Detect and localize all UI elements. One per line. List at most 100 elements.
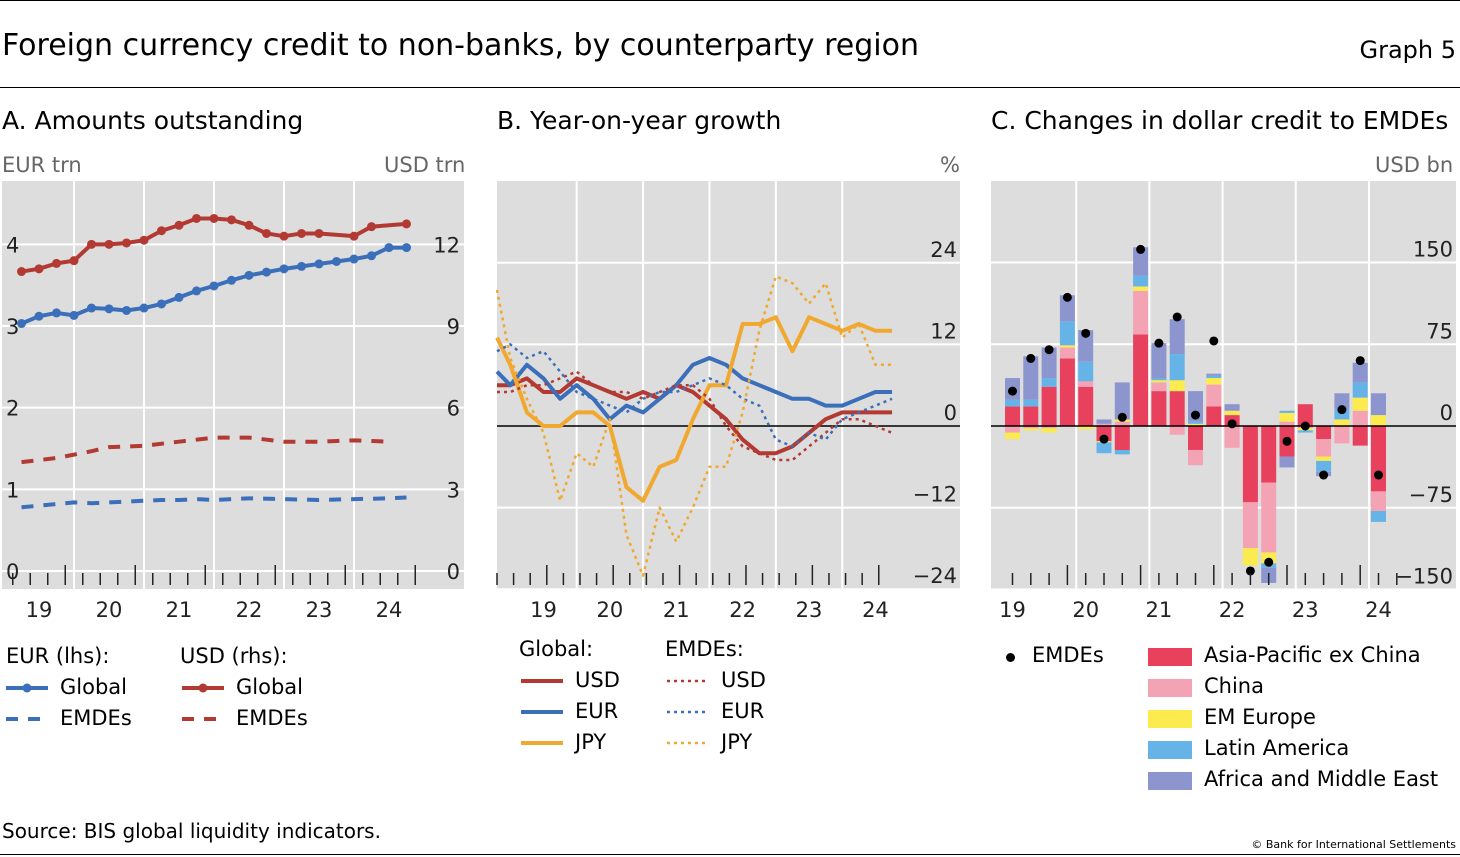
- legend-label: Asia-Pacific ex China: [1204, 643, 1421, 667]
- legend-swatch: [667, 741, 709, 745]
- panel-c-chart: −150 −75 0 75 150 19 20 21 22 23 24: [991, 181, 1456, 622]
- data-point: [262, 228, 271, 238]
- legend-label: JPY: [575, 730, 607, 754]
- data-point: [384, 243, 394, 253]
- y-tick-label: 24: [930, 238, 957, 262]
- legend-header: EMDEs:: [665, 637, 744, 661]
- bar-segment: [1188, 426, 1203, 450]
- data-point: [262, 267, 271, 277]
- bar-segment: [1279, 412, 1295, 422]
- y-right-tick-label: 12: [433, 233, 460, 257]
- bar-segment: [1096, 419, 1112, 424]
- bar-segment: [1041, 426, 1057, 429]
- bar-segment: [1133, 286, 1149, 291]
- panel-b-title: B. Year-on-year growth: [497, 106, 782, 135]
- legend-header: EUR (lhs):: [6, 644, 110, 668]
- x-tick-label: 21: [1146, 598, 1173, 622]
- data-point: [367, 251, 376, 261]
- x-tick-label: 21: [166, 598, 193, 622]
- legend-label: Global: [60, 675, 127, 699]
- bar-segment: [1041, 347, 1057, 379]
- data-point: [104, 239, 114, 249]
- legend-swatch: [6, 683, 48, 693]
- emdes-dot: [1191, 410, 1200, 420]
- legend-swatch: [1148, 648, 1192, 666]
- bar-segment: [1188, 421, 1203, 424]
- bar-segment: [1316, 456, 1332, 461]
- data-point: [402, 243, 411, 253]
- legend-label: Latin America: [1204, 736, 1350, 760]
- bar-segment: [1041, 428, 1057, 433]
- x-tick-label: 24: [862, 598, 889, 622]
- emdes-dot: [1355, 356, 1365, 366]
- bar-segment: [1297, 430, 1313, 433]
- emdes-dot: [1209, 336, 1219, 346]
- data-point: [157, 226, 166, 236]
- panel-a-left-unit: EUR trn: [2, 153, 82, 177]
- bar-segment: [1206, 406, 1222, 426]
- data-point: [139, 235, 149, 245]
- legend-marker: [22, 683, 32, 693]
- bar-segment: [1352, 410, 1368, 426]
- panel-b-unit: %: [940, 153, 960, 177]
- bar-segment: [1371, 426, 1386, 492]
- bar-segment: [1041, 386, 1057, 426]
- emdes-dot: [1081, 328, 1091, 338]
- bar-segment: [1023, 428, 1039, 431]
- bar-segment: [1224, 426, 1240, 448]
- bar-segment: [1242, 502, 1258, 549]
- data-point: [87, 239, 96, 249]
- data-point: [174, 292, 184, 302]
- series-line-1: [495, 356, 893, 422]
- legend-swatch: [1148, 710, 1192, 728]
- x-tick-label: 19: [26, 598, 53, 622]
- y-left-tick-label: 4: [6, 233, 19, 257]
- bar-segment: [1188, 423, 1203, 426]
- bar-segment: [1151, 343, 1167, 379]
- x-tick-label: 23: [306, 598, 333, 622]
- data-point: [139, 303, 149, 313]
- bar-segment: [1279, 410, 1295, 413]
- panel-a-right-unit: USD trn: [384, 153, 466, 177]
- bar-segment: [1242, 548, 1258, 566]
- emdes-dot: [1062, 292, 1072, 302]
- legend-label: China: [1204, 674, 1264, 698]
- bar-segment: [1096, 442, 1112, 454]
- data-point: [279, 264, 289, 274]
- bar-segment: [1059, 347, 1075, 359]
- emdes-dot: [1044, 345, 1054, 355]
- graph-title: Foreign currency credit to non-banks, by…: [2, 28, 919, 63]
- y-tick-label: 75: [1426, 319, 1453, 343]
- top-rule: [0, 0, 1460, 1]
- bar-segment: [1169, 319, 1185, 355]
- legend-swatch: [667, 710, 709, 714]
- bar-segment: [1005, 426, 1020, 433]
- data-point: [314, 228, 324, 238]
- data-point: [122, 238, 131, 248]
- legend-label: USD: [721, 668, 766, 692]
- legend-swatch: [182, 683, 224, 693]
- legend-label: EM Europe: [1204, 705, 1316, 729]
- data-point: [34, 264, 44, 274]
- data-point: [227, 215, 236, 225]
- bar-segment: [1352, 426, 1368, 446]
- bar-segment: [1059, 295, 1075, 322]
- y-right-tick-label: 3: [447, 478, 460, 502]
- bar-segment: [1334, 419, 1350, 426]
- legend-label: EMDEs: [1032, 643, 1104, 667]
- data-point: [122, 305, 131, 315]
- x-tick-label: 22: [1219, 598, 1246, 622]
- data-point: [314, 259, 324, 269]
- x-tick-label: 20: [1072, 598, 1099, 622]
- bar-segment: [1151, 380, 1167, 383]
- y-tick-label: 150: [1413, 238, 1453, 262]
- legend-swatch: [667, 679, 709, 683]
- emdes-dot: [1008, 386, 1017, 396]
- bar-segment: [1059, 345, 1075, 348]
- emdes-dot: [1245, 566, 1255, 576]
- emdes-dot: [1099, 434, 1109, 444]
- y-left-tick-label: 3: [6, 315, 19, 339]
- bar-segment: [1133, 334, 1149, 426]
- bar-segment: [1005, 432, 1020, 440]
- legend-header: Global:: [519, 637, 594, 661]
